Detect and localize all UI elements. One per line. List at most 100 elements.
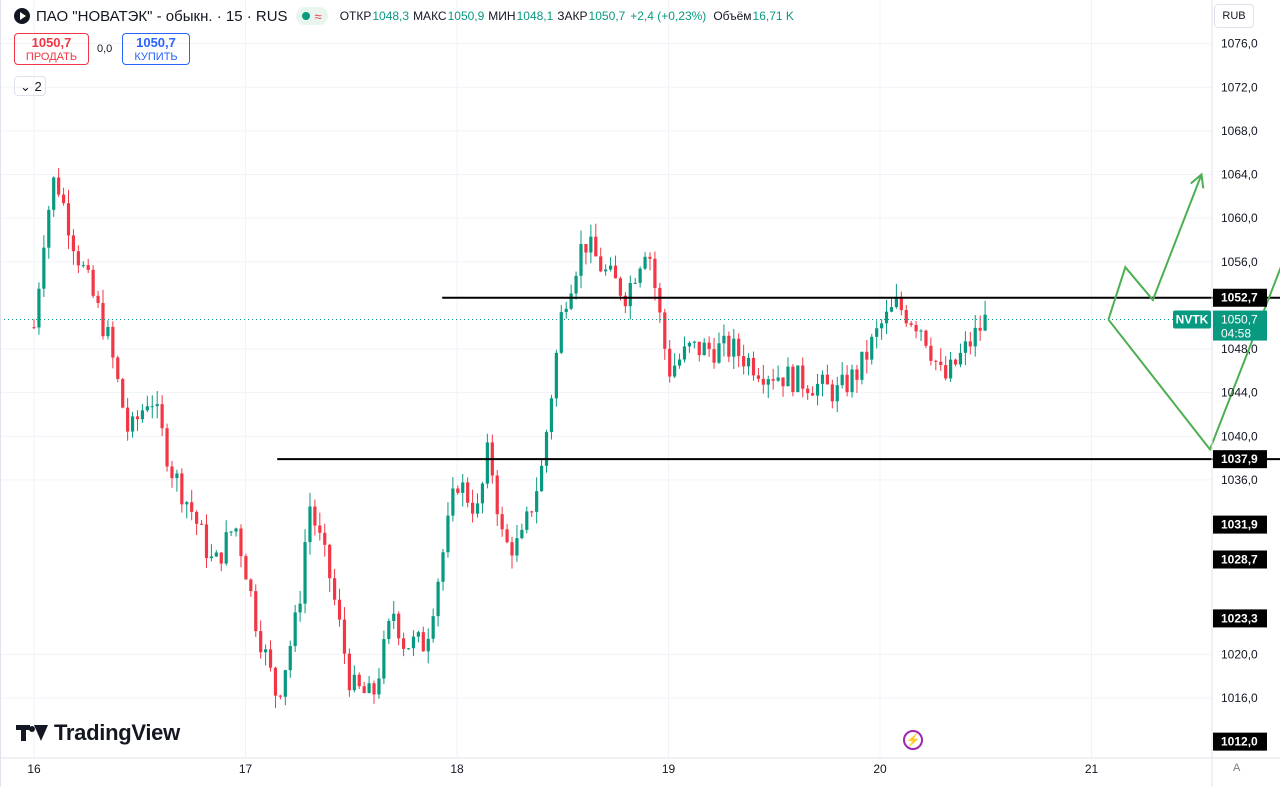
candle-body xyxy=(594,236,598,257)
candle-up xyxy=(150,395,154,419)
candle-body xyxy=(466,482,470,503)
candle-down xyxy=(668,340,672,383)
auto-scale-button[interactable]: A xyxy=(1233,762,1241,774)
candle-down xyxy=(96,290,100,308)
currency-button[interactable]: RUB xyxy=(1214,4,1254,28)
candle-body xyxy=(155,404,159,407)
candle-body xyxy=(150,406,154,408)
candle-body xyxy=(682,346,687,360)
candle-up xyxy=(870,333,874,365)
candle-body xyxy=(742,356,746,367)
candle-body xyxy=(628,283,632,307)
candle-body xyxy=(288,645,292,671)
candle-body xyxy=(727,335,731,357)
candle-body xyxy=(638,268,642,283)
countdown-text: 04:58 xyxy=(1221,327,1251,341)
candle-up xyxy=(815,373,820,406)
candle-body xyxy=(963,341,967,353)
last-price-text: 1050,7 xyxy=(1221,313,1258,327)
candle-down xyxy=(204,514,209,569)
ticker-tag-bg xyxy=(1173,310,1211,329)
candle-body xyxy=(180,473,184,505)
candle-up xyxy=(475,493,480,518)
candle-up xyxy=(840,362,844,389)
market-status-badge[interactable]: ≈ xyxy=(295,7,328,25)
candle-body xyxy=(939,361,943,366)
candle-down xyxy=(663,308,667,360)
price-label: 1028,7 xyxy=(1213,550,1267,569)
candles xyxy=(32,167,987,709)
candle-body xyxy=(884,311,889,324)
candle-down xyxy=(244,553,248,580)
lightning-icon[interactable]: ⚡ xyxy=(903,730,923,750)
candle-down xyxy=(707,336,711,357)
candle-body xyxy=(530,511,534,513)
candle-body xyxy=(377,678,381,695)
candle-up xyxy=(485,433,489,489)
candle-body xyxy=(47,209,51,248)
candle-down xyxy=(180,468,184,513)
candle-body xyxy=(175,473,179,479)
tradingview-logo[interactable]: TradingView xyxy=(16,720,180,746)
candle-up xyxy=(604,264,608,276)
candle-up xyxy=(574,271,578,300)
candle-body xyxy=(825,374,829,385)
candle-body xyxy=(633,282,637,284)
candle-down xyxy=(66,189,71,250)
candle-body xyxy=(870,336,874,360)
candle-down xyxy=(273,666,278,709)
candle-up xyxy=(746,352,751,376)
candle-body xyxy=(470,502,475,514)
candle-body xyxy=(259,631,263,653)
candle-body xyxy=(815,383,820,396)
candle-up xyxy=(175,469,179,492)
candle-body xyxy=(456,488,460,493)
candle-up xyxy=(535,477,539,524)
candle-up xyxy=(544,429,549,473)
candle-body xyxy=(653,258,657,288)
candle-down xyxy=(909,321,913,328)
candle-body xyxy=(303,542,307,604)
candle-up xyxy=(638,266,642,288)
candle-body xyxy=(535,491,539,512)
candle-body xyxy=(643,256,647,269)
candle-body xyxy=(559,312,563,353)
candle-up xyxy=(889,298,894,313)
price-label: 1037,9 xyxy=(1213,450,1267,469)
buy-button[interactable]: 1050,7 КУПИТЬ xyxy=(122,33,190,65)
indicators-count: 2 xyxy=(34,79,42,94)
candle-up xyxy=(692,340,696,349)
candle-up xyxy=(589,224,593,264)
candle-down xyxy=(623,292,627,314)
candle-down xyxy=(32,319,36,330)
candle-down xyxy=(742,344,746,375)
candle-body xyxy=(209,556,214,559)
symbol-title[interactable]: ПАО "НОВАТЭК" - обыкн. · 15 · RUS xyxy=(36,7,288,25)
candle-body xyxy=(86,265,90,270)
indicators-collapse-button[interactable]: ⌄ 2 xyxy=(14,76,46,96)
candle-down xyxy=(594,223,598,257)
candle-down xyxy=(328,543,332,593)
candle-down xyxy=(712,337,716,369)
candle-body xyxy=(889,307,894,312)
candle-body xyxy=(308,506,312,543)
candle-up xyxy=(298,590,302,622)
candle-body xyxy=(199,523,204,525)
candle-body xyxy=(623,295,627,307)
candle-body xyxy=(91,269,95,296)
candle-down xyxy=(811,386,815,396)
sell-button[interactable]: 1050,7 ПРОДАТЬ xyxy=(14,33,89,65)
candle-body xyxy=(909,323,913,325)
price-tick-label: 1040,0 xyxy=(1221,429,1258,443)
candle-body xyxy=(500,514,504,530)
candle-body xyxy=(860,351,864,380)
candle-down xyxy=(71,229,76,265)
price-label: 1023,3 xyxy=(1213,609,1267,628)
candle-body xyxy=(446,515,450,553)
price-label-text: 1037,9 xyxy=(1221,452,1258,466)
candle-up xyxy=(673,353,677,379)
candle-down xyxy=(791,364,795,397)
candle-up xyxy=(209,544,214,562)
